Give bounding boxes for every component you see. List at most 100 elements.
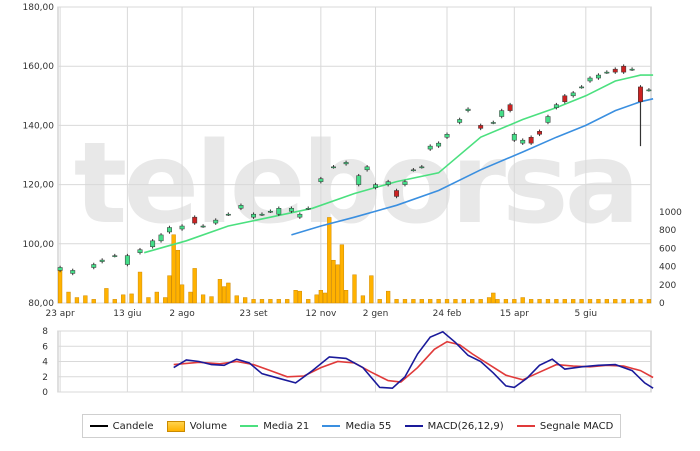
candle-body <box>579 86 585 89</box>
legend-swatch-candele <box>89 425 108 427</box>
macd-panel: 0 2 4 6 8 <box>42 327 654 398</box>
volume-bar <box>322 292 328 304</box>
candle-body <box>537 131 542 135</box>
candle-body <box>410 169 416 172</box>
legend-item-candele[interactable]: Candele <box>89 421 154 432</box>
legend-item-media-21[interactable]: Media 21 <box>240 421 309 432</box>
candle-body <box>478 125 484 129</box>
volume-bar <box>596 299 601 304</box>
candle-body <box>192 216 198 224</box>
volume-bar <box>137 271 143 304</box>
legend-swatch-segnale-macd <box>516 425 535 427</box>
volume-bar <box>91 299 96 304</box>
x-axis-tick: 23 set <box>240 309 269 319</box>
x-axis-tick: 5 giu <box>575 309 598 319</box>
candle-body <box>457 119 463 123</box>
legend-item-volume[interactable]: Volume <box>166 420 227 432</box>
volume-bar <box>377 299 382 304</box>
price-y-tick: 180,00 <box>23 3 55 13</box>
legend-item-segnale-macd[interactable]: Segnale MACD <box>516 420 614 432</box>
price-y-tick: 160,00 <box>23 62 55 72</box>
volume-bar <box>554 299 559 304</box>
candle-body <box>490 122 496 124</box>
volume-bar <box>629 299 635 304</box>
volume-bar <box>83 295 88 304</box>
volume-bar <box>234 295 239 304</box>
volume-bar <box>200 294 206 304</box>
candle-body <box>604 71 610 74</box>
volume-bar <box>318 290 323 304</box>
legend-swatch-media-21 <box>240 425 259 427</box>
volume-bar <box>314 294 319 304</box>
volume-bar <box>512 299 517 304</box>
legend-swatch-media-55 <box>322 425 341 427</box>
volume-bar <box>163 297 168 304</box>
candle-body <box>57 267 63 271</box>
x-axis-tick: 15 apr <box>500 309 530 319</box>
volume-bar <box>419 299 424 304</box>
volume-bar <box>621 299 626 304</box>
volume-bar <box>171 234 176 304</box>
volume-bar <box>444 299 450 304</box>
volume-bar <box>478 299 483 304</box>
volume-bar <box>537 299 542 304</box>
macd-y-tick: 0 <box>42 388 48 398</box>
candle-body <box>570 92 576 97</box>
price-plot-area <box>57 6 652 304</box>
x-axis-tick: 2 ago <box>169 309 195 319</box>
legend-item-media-55[interactable]: Media 55 <box>322 421 391 432</box>
volume-bar <box>243 297 248 304</box>
legend-item-macd[interactable]: MACD(26,12,9) <box>404 420 504 432</box>
media-21-line <box>143 74 654 254</box>
legend-label-macd: MACD(26,12,9) <box>427 420 504 432</box>
candle-body <box>331 166 336 169</box>
volume-bar <box>192 268 197 304</box>
signal-macd-line <box>173 340 654 383</box>
candle-body <box>150 240 156 248</box>
candle-body <box>364 166 370 171</box>
volume-bar <box>453 299 458 304</box>
volume-y-tick: 0 <box>659 299 665 309</box>
volume-bar <box>179 284 185 304</box>
volume-bar <box>646 299 652 304</box>
volume-bar <box>360 295 366 304</box>
volume-y-tick: 600 <box>659 244 676 254</box>
candle-body <box>553 104 559 108</box>
candle-body <box>200 225 206 228</box>
volume-bar <box>386 290 391 304</box>
candle-body <box>562 95 568 102</box>
candle-body <box>91 264 97 268</box>
candle-body <box>179 225 185 230</box>
volume-bar <box>306 299 311 304</box>
legend-label-segnale-macd: Segnale MACD <box>539 420 614 432</box>
candle-body <box>267 210 273 213</box>
volume-bar <box>343 290 349 304</box>
price-y-tick: 140,00 <box>23 121 55 131</box>
volume-bar <box>276 299 281 304</box>
volume-bar <box>545 299 551 304</box>
volume-bar <box>268 299 273 304</box>
macd-line <box>173 330 654 390</box>
volume-bar <box>331 259 336 304</box>
candle-body <box>356 175 362 185</box>
candle-body <box>167 227 172 233</box>
candle-body <box>499 110 505 117</box>
candle-body <box>545 116 551 123</box>
candle-body <box>638 86 643 102</box>
volume-bar <box>486 297 492 304</box>
volume-bar <box>528 299 534 304</box>
volume-bar <box>402 299 408 304</box>
candle-body <box>213 219 219 224</box>
volume-y-tick: 400 <box>659 263 676 273</box>
candle-body <box>528 136 534 144</box>
candle-body <box>629 68 635 71</box>
candle-body <box>124 255 130 265</box>
volume-bar <box>104 288 109 304</box>
volume-bar <box>293 290 298 304</box>
x-axis-tick: 23 apr <box>45 309 75 319</box>
volume-bar <box>285 299 290 304</box>
candle-body <box>436 142 442 147</box>
candle-body <box>238 205 244 209</box>
volume-bar <box>613 299 618 304</box>
candle-body <box>288 208 294 212</box>
